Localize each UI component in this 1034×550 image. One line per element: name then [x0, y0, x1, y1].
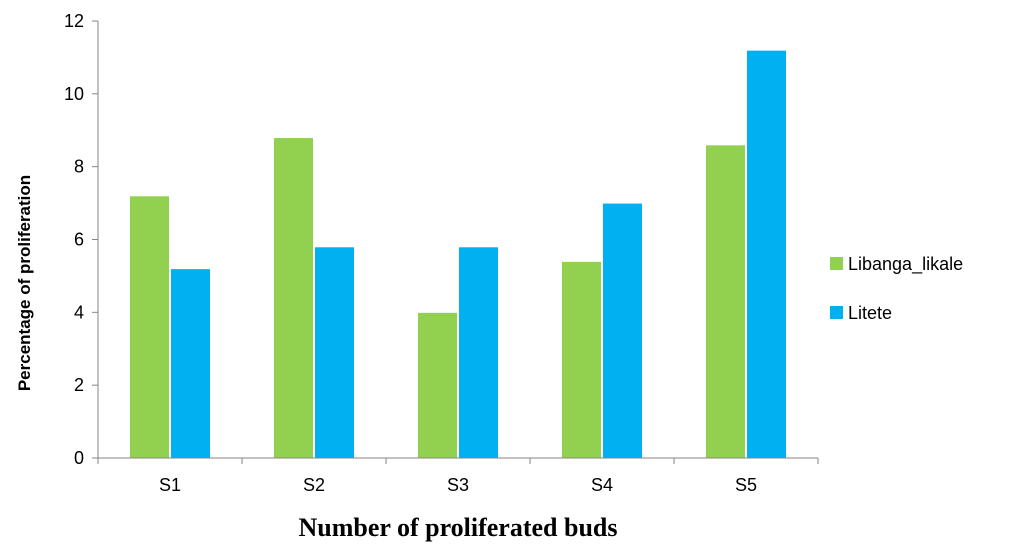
y-tick-label: 12: [64, 11, 84, 31]
bars-group: [129, 49, 787, 459]
y-tick-label: 10: [64, 84, 84, 104]
y-tick-label: 0: [74, 448, 84, 468]
bar-litete-s2: [314, 246, 355, 459]
x-tick-label: S2: [303, 475, 325, 495]
legend-swatch: [830, 257, 843, 270]
y-ticks-group: 0 2 4 6 8 10 12: [64, 11, 98, 468]
x-tick-label: S4: [591, 475, 613, 495]
bar-libanga-likale-s1: [129, 195, 170, 459]
x-tick-label: S1: [159, 475, 181, 495]
y-tick-label: 4: [74, 302, 84, 322]
y-tick-label: 6: [74, 230, 84, 250]
y-axis-title: Percentage of proliferation: [15, 175, 34, 391]
bar-litete-s5: [746, 49, 787, 459]
legend-swatch: [830, 306, 843, 319]
y-tick-label: 8: [74, 157, 84, 177]
x-axis-title: Number of proliferated buds: [299, 513, 618, 542]
legend: Libanga_likale Litete: [830, 254, 963, 323]
x-tick-label: S5: [735, 475, 757, 495]
bar-libanga-likale-s3: [417, 311, 458, 459]
x-tick-label: S3: [447, 475, 469, 495]
bar-libanga-likale-s5: [705, 144, 746, 459]
bar-litete-s4: [602, 202, 643, 459]
legend-label: Libanga_likale: [848, 254, 963, 275]
x-ticks-group: S1 S2 S3 S4 S5: [97, 458, 819, 495]
bar-litete-s1: [170, 268, 211, 459]
legend-label: Litete: [848, 303, 892, 323]
bar-libanga-likale-s2: [273, 137, 314, 459]
bar-litete-s3: [458, 246, 499, 459]
bar-libanga-likale-s4: [561, 260, 602, 459]
y-tick-label: 2: [74, 375, 84, 395]
